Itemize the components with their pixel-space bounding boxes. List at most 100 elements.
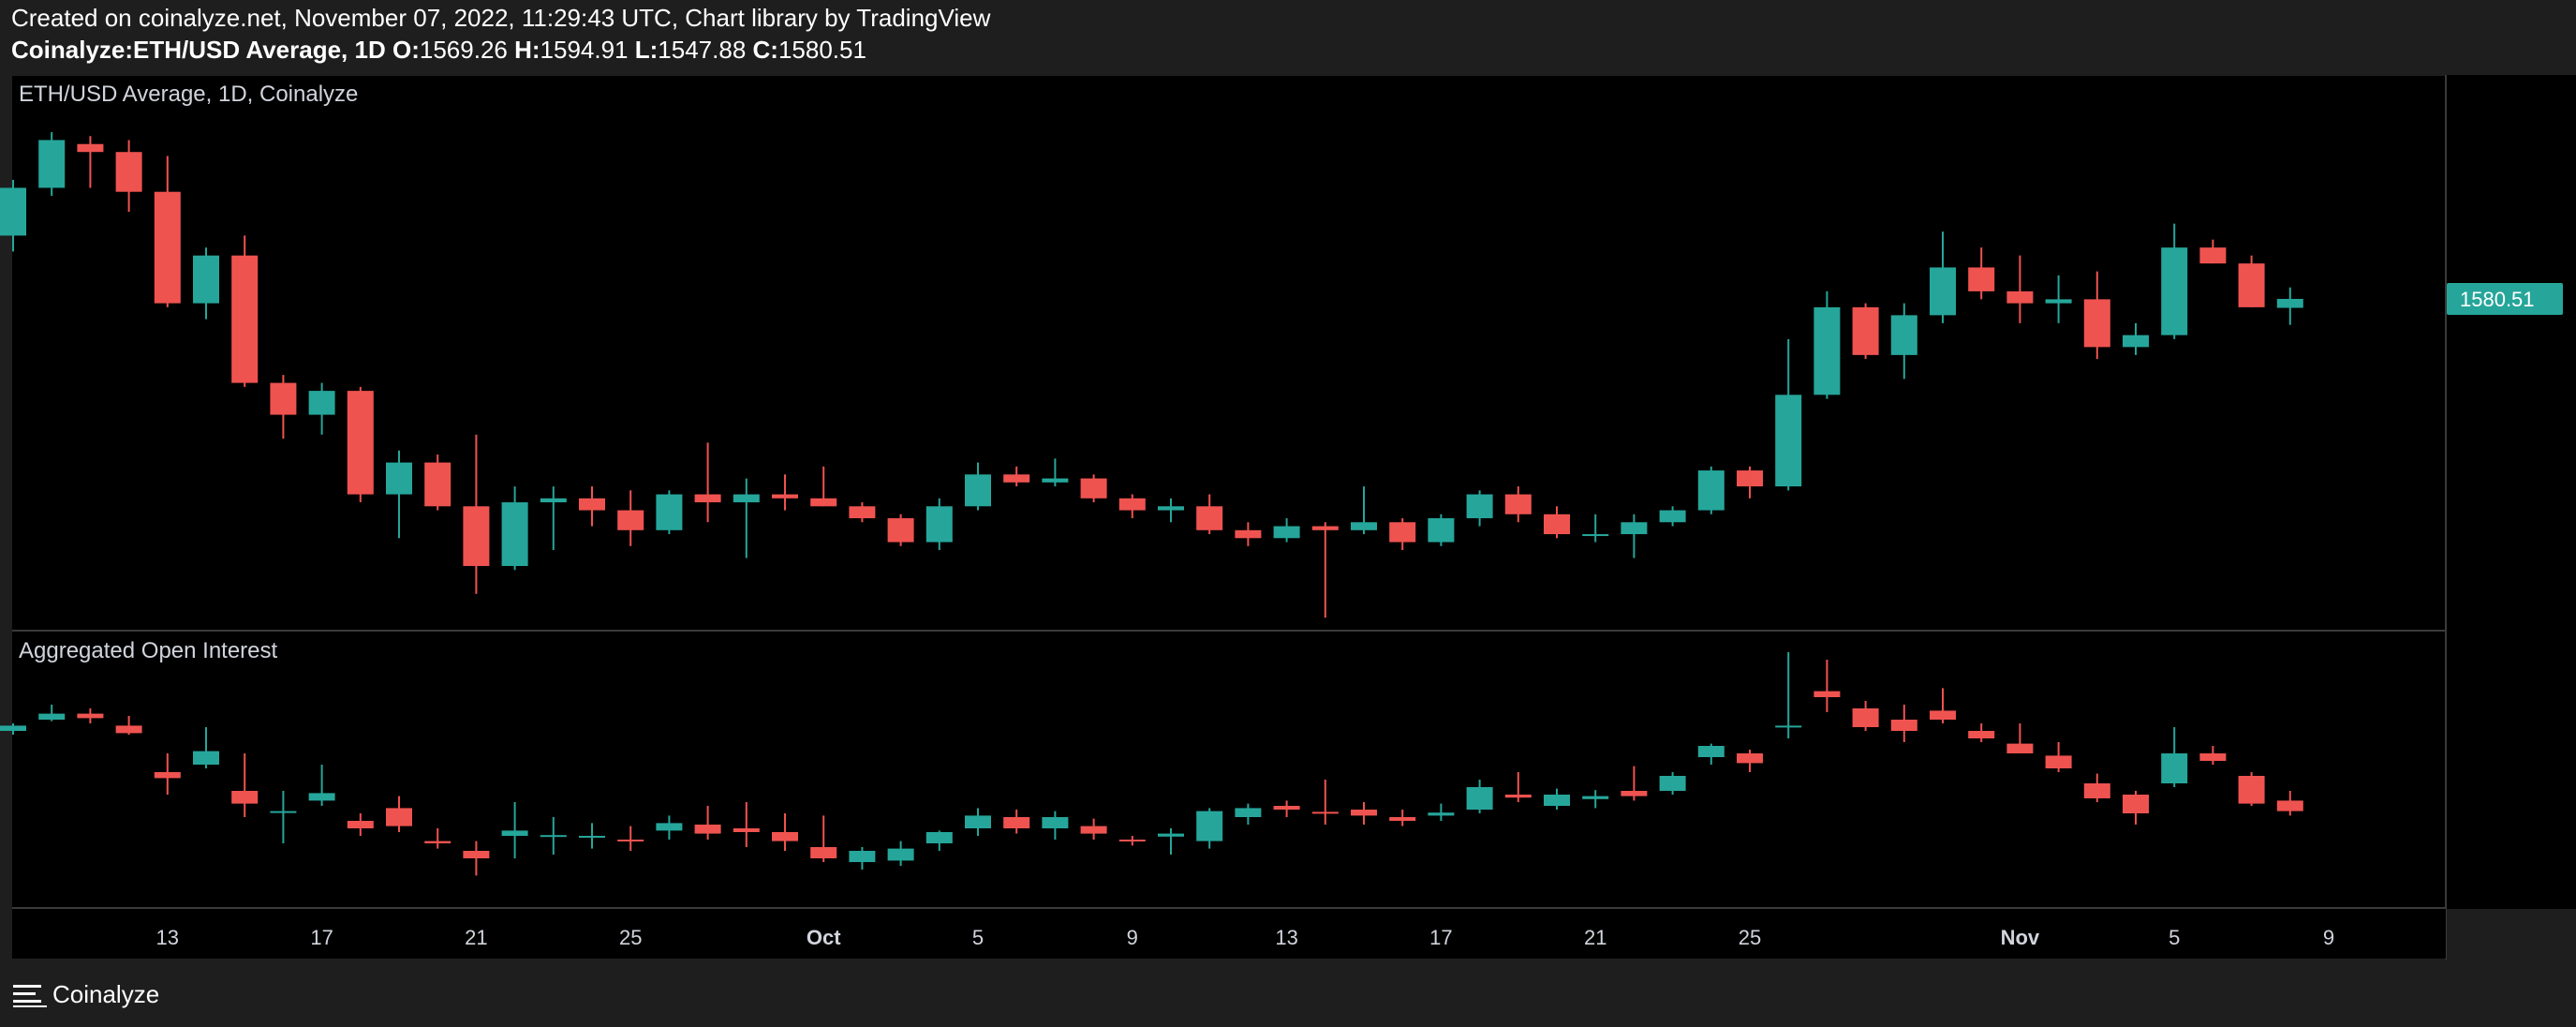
price-pane[interactable]	[12, 76, 2445, 630]
oi-candle-body	[1351, 810, 1377, 816]
price-candle	[1968, 247, 1995, 300]
close-label: C:	[752, 36, 778, 64]
oi-candle	[1118, 836, 1146, 846]
time-tick-label: 21	[465, 926, 487, 949]
price-candle-body	[1118, 498, 1146, 511]
oi-candle-body	[2123, 795, 2149, 813]
menu-icon[interactable]	[13, 984, 47, 1008]
oi-candle	[965, 808, 991, 836]
time-tick-label: 17	[310, 926, 333, 949]
price-candle-body	[2238, 263, 2265, 307]
high-label: H:	[514, 36, 540, 64]
last-price-label: 1580.51	[2460, 288, 2535, 311]
oi-candle-body	[38, 713, 66, 720]
price-candle-body	[1968, 267, 1995, 291]
oi-candle	[925, 830, 953, 851]
price-candle-body	[1544, 514, 1570, 535]
price-candle	[77, 136, 104, 188]
price-candle-body	[2045, 299, 2072, 304]
price-candle-body	[1737, 470, 1763, 487]
price-candle-body	[2006, 290, 2034, 304]
oi-candle-body	[424, 841, 452, 843]
oi-candle-body	[1235, 808, 1262, 817]
price-candle-body	[424, 462, 452, 507]
oi-candle-body	[154, 772, 181, 779]
oi-candle-body	[1118, 840, 1146, 841]
price-candle	[1196, 494, 1223, 535]
created-info: Created on coinalyze.net, November 07, 2…	[11, 4, 991, 32]
price-candle-body	[965, 474, 991, 507]
price-candle	[656, 490, 683, 535]
oi-candle	[1659, 772, 1686, 795]
high-value: 1594.91	[540, 36, 629, 64]
price-candle-body	[887, 518, 914, 543]
oi-candle-body	[656, 823, 683, 831]
price-candle	[308, 382, 335, 435]
oi-candle	[2006, 723, 2034, 753]
oi-candle-body	[1621, 791, 1648, 796]
price-candle	[2123, 322, 2149, 355]
price-candle	[965, 462, 991, 511]
price-candle-body	[656, 494, 683, 530]
oi-candle-body	[540, 835, 567, 838]
oi-candle	[2238, 772, 2265, 806]
price-candle-body	[1814, 306, 1841, 395]
oi-candle-body	[1968, 731, 1995, 738]
oi-candle-body	[2238, 776, 2265, 804]
time-tick-label: 5	[972, 926, 984, 949]
price-axis[interactable]	[2446, 75, 2576, 909]
price-candle	[2238, 255, 2265, 307]
oi-candle-body	[0, 725, 26, 731]
oi-candle-body	[1273, 806, 1300, 810]
oi-candle	[1003, 810, 1030, 834]
price-candle	[1544, 506, 1570, 539]
oi-candle	[0, 723, 26, 735]
price-candle	[1118, 494, 1146, 519]
oi-candle	[2161, 727, 2188, 787]
time-tick-label: 21	[1584, 926, 1606, 949]
price-candle-body	[386, 462, 412, 495]
time-axis[interactable]	[12, 909, 2446, 959]
last-price-tag	[2447, 282, 2563, 315]
oi-candle	[617, 826, 644, 851]
oi-candle-body	[2083, 783, 2110, 798]
price-candle	[1311, 522, 1339, 618]
price-candle	[463, 434, 490, 594]
symbol-label: Coinalyze:ETH/USD Average, 1D	[11, 36, 386, 64]
oi-candle	[77, 708, 104, 723]
oi-candle	[1042, 811, 1069, 840]
price-candle	[2083, 271, 2110, 360]
price-candle-body	[193, 255, 219, 304]
price-candle	[115, 140, 142, 212]
pane-separator[interactable]	[12, 630, 2445, 632]
chart-area[interactable]: ETH/USD Average, 1D, Coinalyze 1800.0017…	[0, 75, 2576, 960]
oi-candle	[1273, 800, 1300, 817]
oi-candle-body	[887, 848, 914, 861]
oi-pane[interactable]	[12, 632, 2445, 907]
oi-candle-body	[501, 830, 528, 836]
brand-logo-text: Coinalyze	[52, 980, 160, 1008]
oi-candle-body	[2161, 753, 2188, 783]
oi-candle	[347, 813, 374, 836]
oi-candle	[386, 796, 412, 832]
oi-candle	[308, 765, 335, 806]
price-candle-body	[772, 494, 798, 499]
oi-candle-body	[77, 713, 104, 719]
price-candle-body	[308, 391, 335, 415]
oi-candle	[1814, 660, 1841, 712]
oi-candle-body	[1814, 691, 1841, 697]
oi-candle-body	[115, 725, 142, 734]
price-candle-body	[810, 498, 837, 507]
chart-svg[interactable]: ETH/USD Average, 1D, Coinalyze 1800.0017…	[0, 75, 2576, 960]
price-candle	[1235, 522, 1262, 546]
price-candle	[424, 454, 452, 511]
price-candle	[1042, 458, 1069, 487]
oi-candle-body	[925, 832, 953, 843]
oi-candle	[1351, 802, 1377, 825]
price-candle-body	[1042, 478, 1069, 483]
oi-candle-body	[231, 791, 259, 804]
time-tick-label: 9	[1127, 926, 1138, 949]
price-candle	[231, 235, 259, 387]
oi-candle-body	[1466, 787, 1493, 810]
oi-candle	[1582, 790, 1609, 809]
